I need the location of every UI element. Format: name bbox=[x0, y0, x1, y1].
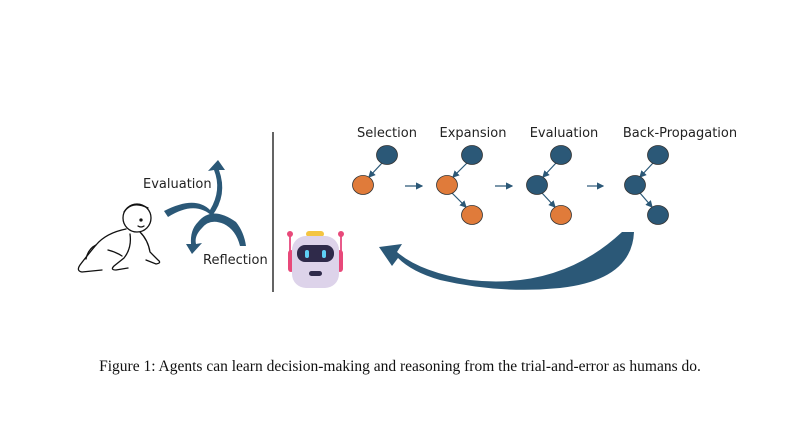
tree-node bbox=[436, 175, 458, 195]
tree-edge bbox=[639, 192, 653, 208]
evaluation-arrow bbox=[164, 160, 225, 217]
tree-nodes bbox=[352, 145, 669, 225]
tree-node bbox=[376, 145, 398, 165]
feedback-loop-arrow bbox=[379, 232, 634, 290]
tree-node bbox=[526, 175, 548, 195]
evaluation-reflection-cycle bbox=[164, 160, 246, 254]
stage-label-expansion: Expansion bbox=[440, 126, 507, 141]
tree-edge bbox=[451, 192, 467, 208]
tree-node bbox=[461, 205, 483, 225]
stage-label-selection: Selection bbox=[357, 126, 417, 141]
stage-label-evaluation: Evaluation bbox=[530, 126, 599, 141]
tree-node bbox=[352, 175, 374, 195]
tree-edge bbox=[542, 162, 557, 178]
tree-node bbox=[550, 205, 572, 225]
stage-label-back-propagation: Back-Propagation bbox=[623, 126, 737, 141]
tree-edge bbox=[368, 162, 383, 178]
tree-node bbox=[647, 145, 669, 165]
evaluation-label: Evaluation bbox=[143, 177, 212, 192]
tree-node bbox=[461, 145, 483, 165]
tree-edge bbox=[639, 162, 654, 178]
tree-edge bbox=[452, 162, 468, 178]
tree-edge bbox=[541, 192, 556, 208]
reflection-arrow bbox=[186, 213, 246, 254]
tree-node bbox=[550, 145, 572, 165]
tree-node bbox=[647, 205, 669, 225]
tree-node bbox=[624, 175, 646, 195]
baby-illustration bbox=[77, 203, 161, 273]
tree-edges bbox=[368, 162, 654, 208]
figure-caption: Figure 1: Agents can learn decision-maki… bbox=[99, 358, 701, 375]
robot-icon bbox=[287, 231, 344, 288]
reflection-label: Reflection bbox=[203, 253, 268, 268]
